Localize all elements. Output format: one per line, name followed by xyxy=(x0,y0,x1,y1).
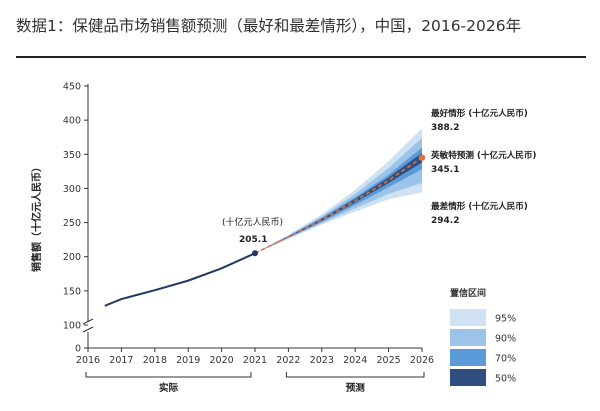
series-lines xyxy=(104,154,426,307)
period-brackets: 实际 预测 xyxy=(85,372,425,394)
forecast-label: 英敏特预测 (十亿元人民币) xyxy=(430,149,536,161)
legend-swatch xyxy=(450,349,486,366)
legend: 置信区间 95% 90% 70% 50% xyxy=(450,287,516,386)
forecast-bracket xyxy=(285,372,425,378)
y-tick-label: 150 xyxy=(63,286,81,297)
x-tick-label: 2020 xyxy=(210,355,234,366)
x-tick-label: 2022 xyxy=(276,355,300,366)
legend-swatch xyxy=(450,329,486,346)
legend-item-label: 50% xyxy=(495,374,516,385)
confidence-bands xyxy=(255,128,422,254)
x-tick-label: 2024 xyxy=(343,355,367,366)
best-case-value: 388.2 xyxy=(431,123,459,133)
start-value-label: 205.1 xyxy=(239,235,267,245)
start-unit-label: (十亿元人民币) xyxy=(222,216,283,228)
axes: 0 100 150 200 250 300 350 400 450 销售额（十亿元人民币） 2016… xyxy=(30,82,434,367)
legend-item-label: 70% xyxy=(495,354,516,365)
actual-bracket xyxy=(85,372,252,378)
worst-case-label: 最差情形 (十亿元人民币) xyxy=(431,200,528,212)
y-tick-label: 350 xyxy=(63,150,81,161)
legend-item-label: 90% xyxy=(495,334,516,345)
point-2021 xyxy=(252,250,258,257)
actual-line xyxy=(104,252,256,307)
y-tick-label: 300 xyxy=(63,184,81,195)
x-tick-label: 2025 xyxy=(377,355,401,366)
x-tick-label: 2019 xyxy=(176,355,200,366)
worst-case-value: 294.2 xyxy=(431,216,459,226)
legend-title: 置信区间 xyxy=(450,287,486,299)
chart-title: 数据1：保健品市场销售额预测（最好和最差情形），中国，2016-2026年 xyxy=(16,17,522,35)
y-tick-label: 250 xyxy=(63,218,81,229)
forecast-value: 345.1 xyxy=(431,165,459,175)
x-tick-label: 2016 xyxy=(76,355,100,366)
annotations: (十亿元人民币) 205.1 最好情形 (十亿元人民币) 388.2 英敏特预测 (十亿… xyxy=(222,107,536,245)
legend-swatch xyxy=(450,369,486,386)
x-tick-label: 2017 xyxy=(109,355,133,366)
point-2026-forecast xyxy=(418,154,426,161)
y-tick-label: 200 xyxy=(63,252,81,263)
y-tick-label: 0 xyxy=(75,344,81,355)
x-tick-label: 2026 xyxy=(410,355,434,366)
legend-item-label: 95% xyxy=(495,314,516,325)
x-tick-label: 2018 xyxy=(143,355,167,366)
x-tick-label: 2021 xyxy=(243,355,267,366)
y-tick-label: 400 xyxy=(63,116,81,127)
actual-period-label: 实际 xyxy=(159,382,179,394)
best-case-label: 最好情形 (十亿元人民币) xyxy=(431,107,528,119)
y-axis-break xyxy=(82,318,94,333)
y-axis-label: 销售额（十亿元人民币） xyxy=(30,162,43,272)
x-tick-label: 2023 xyxy=(310,355,334,366)
forecast-period-label: 预测 xyxy=(346,382,366,394)
y-tick-label: 450 xyxy=(63,82,81,93)
legend-swatch xyxy=(450,309,486,326)
forecast-line xyxy=(254,156,423,254)
title-divider xyxy=(16,56,586,58)
y-tick-label: 100 xyxy=(63,321,81,332)
